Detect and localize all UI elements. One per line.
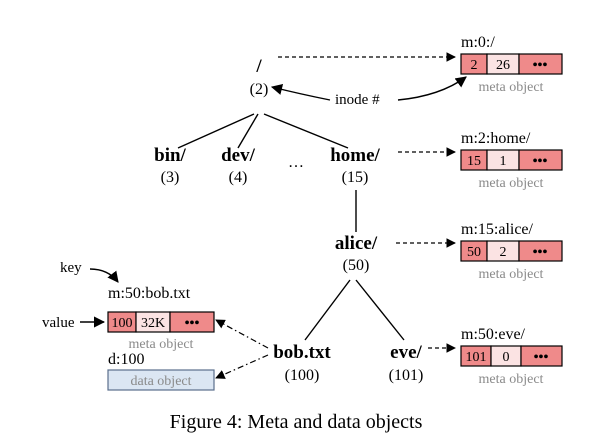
node-name-home: home/ xyxy=(330,145,380,166)
meta-object-eve: m:50:eve/ 101 0 ••• meta object xyxy=(460,326,563,387)
meta-val-3-root: ••• xyxy=(533,58,548,73)
edge-root-bin xyxy=(177,113,255,149)
tree-node-eve: eve/ (101) xyxy=(389,342,424,384)
meta-object-root: m:0:/ 2 26 ••• meta object xyxy=(460,34,563,95)
inode-annotation: inode # xyxy=(335,92,380,108)
meta-key-home: m:2:home/ xyxy=(461,130,531,147)
meta-val-2-home: 1 xyxy=(500,154,507,169)
meta-label-alice: meta object xyxy=(479,267,544,282)
meta-key-eve: m:50:eve/ xyxy=(461,326,526,343)
tree-ellipsis: … xyxy=(288,154,304,171)
meta-val-2-eve: 0 xyxy=(503,350,510,365)
meta-label-root: meta object xyxy=(479,80,544,95)
meta-val-3-bob: ••• xyxy=(185,316,200,331)
node-name-dev: dev/ xyxy=(221,145,256,166)
data-object-bob: d:100 data object xyxy=(107,351,215,391)
tree-node-bin: bin/ (3) xyxy=(154,145,186,186)
meta-label-bob: meta object xyxy=(129,337,194,352)
arrow-bob-meta xyxy=(215,319,269,349)
node-name-alice: alice/ xyxy=(335,233,378,254)
meta-val-1-bob: 100 xyxy=(112,316,133,331)
data-object-label: data object xyxy=(130,374,191,389)
node-inode-bin: (3) xyxy=(161,169,180,186)
inode-arrows xyxy=(270,76,467,101)
tree-node-root: / (2) xyxy=(250,56,269,98)
meta-cell-3-root xyxy=(518,53,563,75)
meta-val-2-alice: 2 xyxy=(500,245,507,260)
inode-arrow-right xyxy=(397,76,467,101)
meta-val-3-eve: ••• xyxy=(534,350,549,365)
node-to-meta-arrows xyxy=(278,52,456,353)
tree-node-alice: alice/ (50) xyxy=(335,233,378,274)
tree-node-bob: bob.txt (100) xyxy=(273,342,331,384)
node-inode-root: (2) xyxy=(250,81,269,98)
edge-alice-eve xyxy=(355,279,405,341)
meta-object-home: m:2:home/ 15 1 ••• meta object xyxy=(460,130,563,191)
data-object-box xyxy=(107,369,215,391)
meta-val-1-home: 15 xyxy=(467,154,481,169)
meta-label-home: meta object xyxy=(479,176,544,191)
data-key-bob: d:100 xyxy=(108,351,144,368)
meta-val-2-bob: 32K xyxy=(141,316,165,331)
edge-alice-bob xyxy=(304,279,351,341)
node-inode-alice: (50) xyxy=(343,257,370,274)
meta-object-alice: m:15:alice/ 50 2 ••• meta object xyxy=(460,221,563,282)
value-annotation: value xyxy=(42,315,75,331)
meta-val-1-eve: 101 xyxy=(466,350,487,365)
meta-cell-3-alice xyxy=(518,240,563,262)
tree-edges xyxy=(177,113,405,341)
meta-key-alice: m:15:alice/ xyxy=(461,221,534,238)
edge-root-dev xyxy=(237,113,259,149)
meta-val-3-home: ••• xyxy=(533,154,548,169)
meta-key-root: m:0:/ xyxy=(461,34,495,51)
meta-val-3-alice: ••• xyxy=(533,245,548,260)
tree-node-home: home/ (15) xyxy=(330,145,380,186)
key-arrow xyxy=(89,268,119,283)
node-inode-bob: (100) xyxy=(285,367,320,384)
node-inode-dev: (4) xyxy=(229,169,248,186)
meta-cell-3-home xyxy=(518,149,563,171)
inode-arrow-left xyxy=(270,84,331,101)
meta-key-bob: m:50:bob.txt xyxy=(108,285,191,302)
node-inode-eve: (101) xyxy=(389,367,424,384)
meta-cell-3-bob xyxy=(169,311,215,333)
figure-caption: Figure 4: Meta and data objects xyxy=(170,411,423,433)
node-name-bob: bob.txt xyxy=(273,342,331,363)
meta-val-1-alice: 50 xyxy=(467,245,481,260)
tree-node-dev: dev/ (4) xyxy=(221,145,256,186)
node-name-eve: eve/ xyxy=(390,342,422,363)
meta-val-1-root: 2 xyxy=(471,58,478,73)
node-name-bin: bin/ xyxy=(154,145,186,166)
bob-object-arrows xyxy=(215,319,269,379)
key-annotation: key xyxy=(60,260,82,276)
meta-object-bob: m:50:bob.txt 100 32K ••• meta object xyxy=(107,285,215,352)
meta-label-eve: meta object xyxy=(479,372,544,387)
node-name-root: / xyxy=(255,56,262,77)
node-inode-home: (15) xyxy=(342,169,369,186)
meta-val-2-root: 26 xyxy=(496,58,510,73)
meta-cell-3-eve xyxy=(520,345,563,367)
edge-root-home xyxy=(263,113,349,149)
arrow-bob-data xyxy=(215,354,269,379)
